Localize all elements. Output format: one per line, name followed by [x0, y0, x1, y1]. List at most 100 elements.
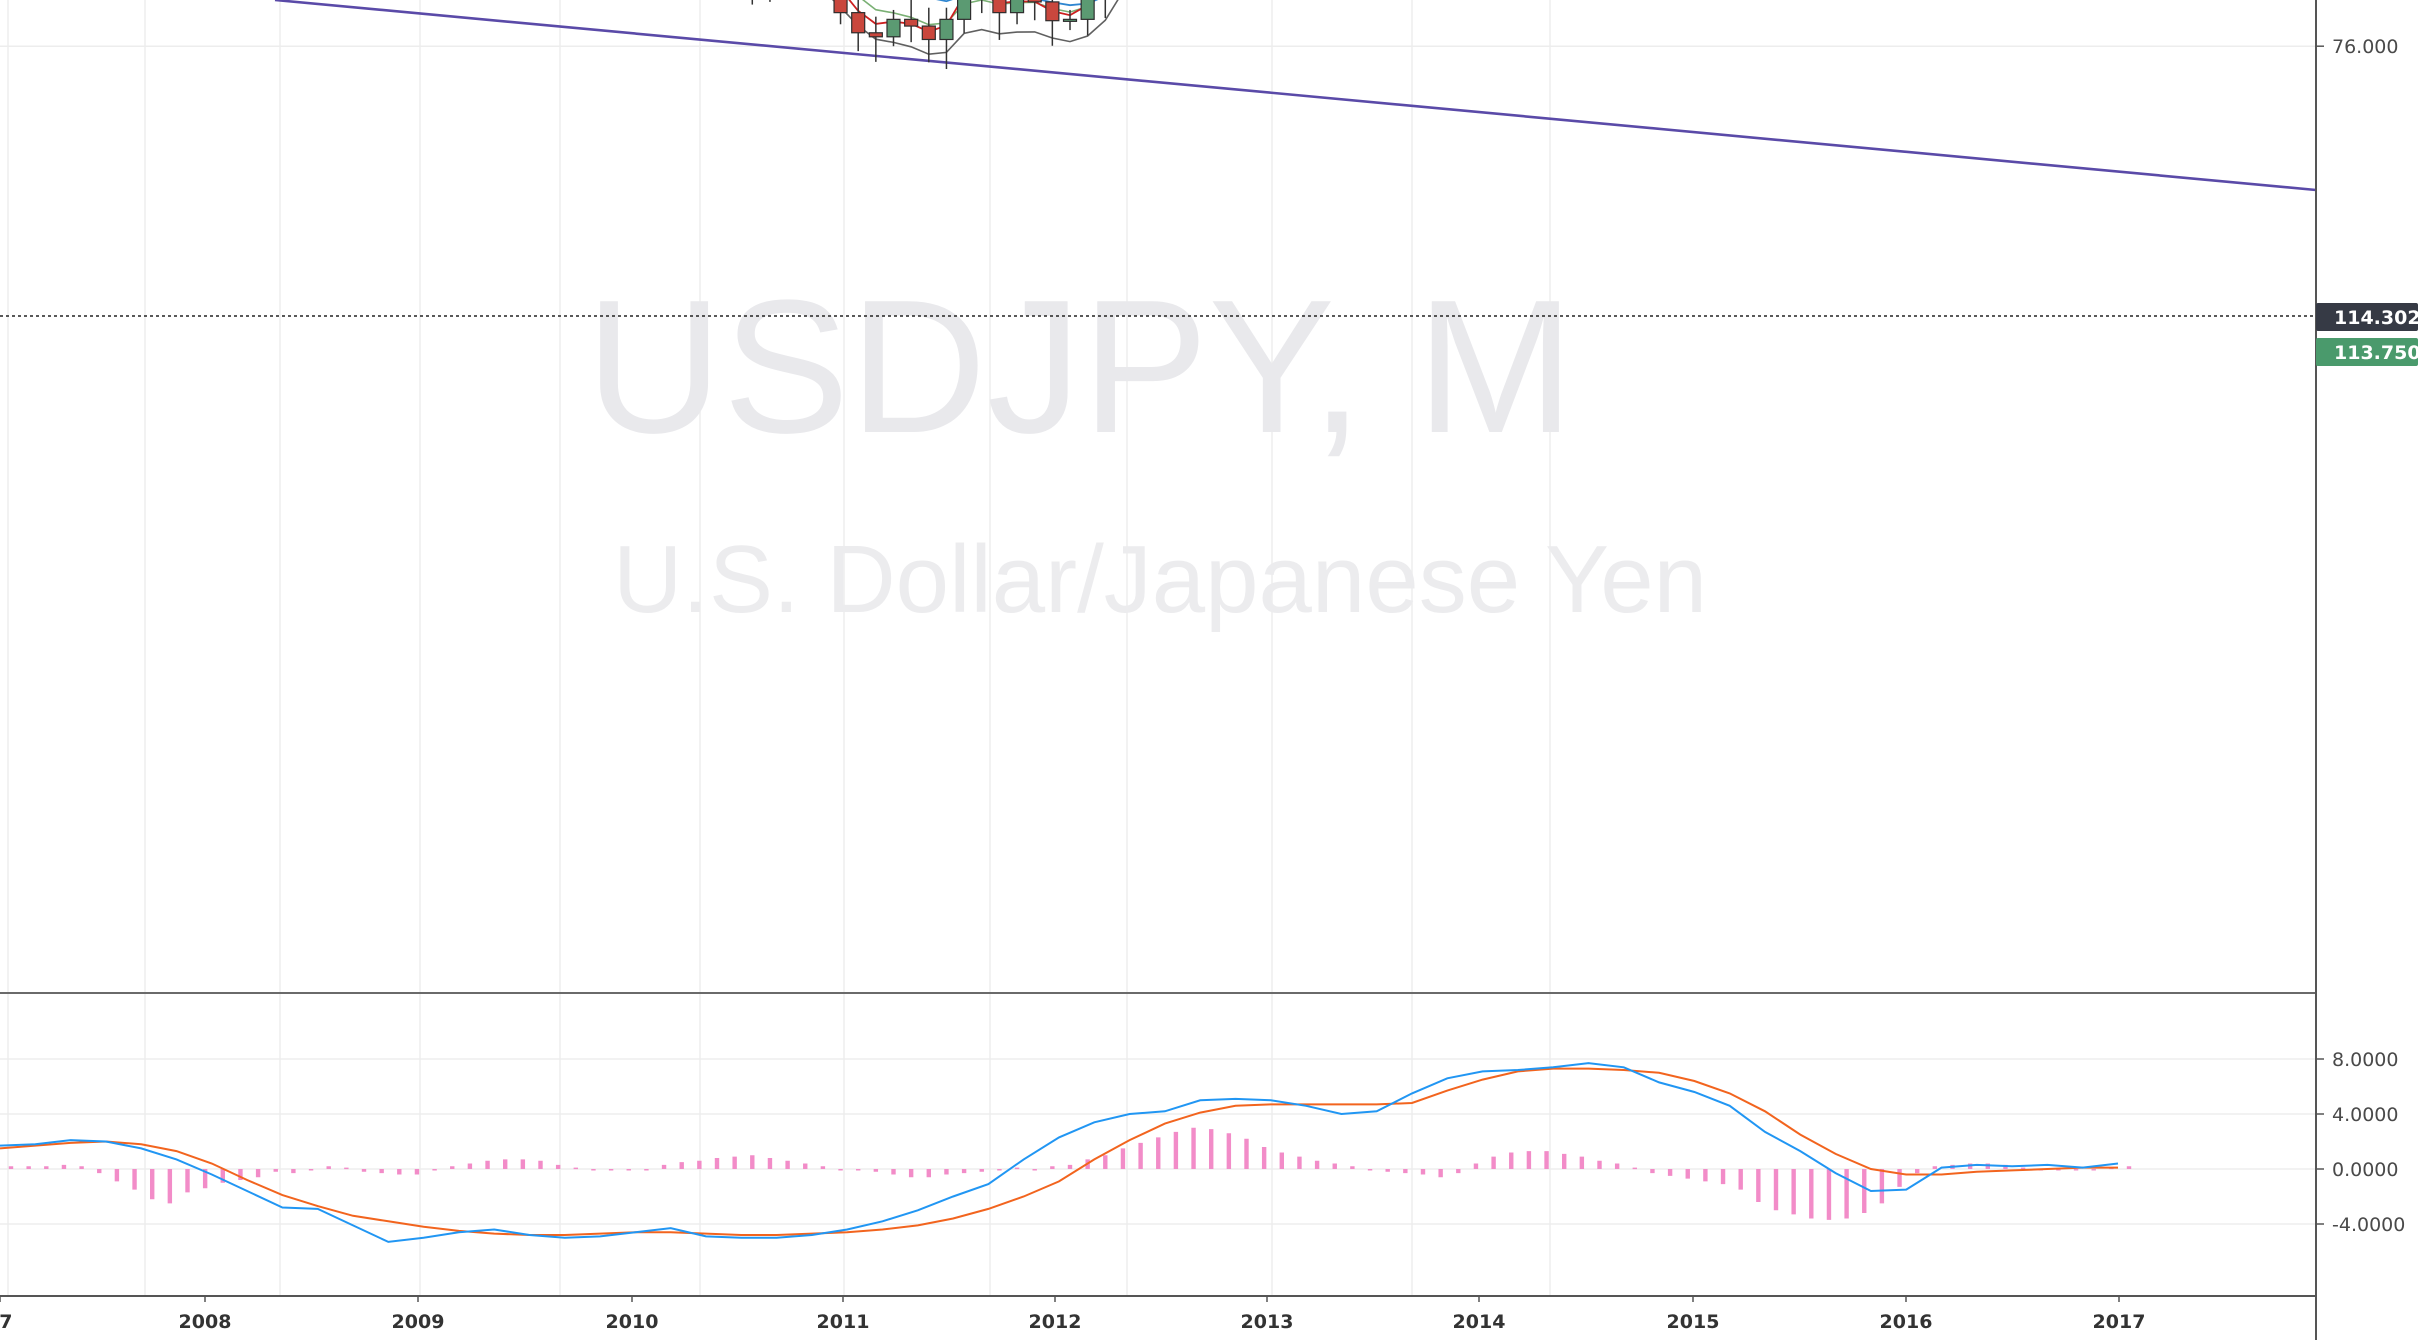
macd-histogram-bar [697, 1160, 702, 1169]
macd-histogram-bar [1826, 1169, 1832, 1220]
macd-histogram-bar [2073, 1169, 2079, 1171]
macd-histogram-bar [485, 1160, 490, 1169]
macd-histogram-bar [555, 1164, 561, 1169]
macd-histogram-bar [1332, 1163, 1337, 1169]
macd-histogram-bar [308, 1169, 314, 1171]
macd-histogram-bar [1120, 1148, 1126, 1169]
macd-axis[interactable]: 8.0000 4.0000 0.0000 -4.0000 [2316, 1049, 2405, 1236]
macd-histogram-bar [1226, 1133, 1232, 1169]
macd-histogram-bar [1314, 1160, 1320, 1169]
macd-histogram-bar [785, 1160, 790, 1169]
candle-up [886, 18, 901, 38]
macd-histogram-bar [1032, 1169, 1037, 1171]
macd-histogram-bar [273, 1169, 278, 1172]
macd-histogram-bar [344, 1167, 349, 1170]
watermark-symbol: USDJPY, M [586, 261, 1575, 473]
macd-histogram-bar [997, 1169, 1002, 1171]
macd-histogram-bar [79, 1166, 84, 1169]
macd-tick-label: 4.0000 [2332, 1104, 2398, 1126]
trendline[interactable] [274, 0, 2317, 192]
macd-histogram-bar [114, 1169, 120, 1182]
macd-histogram-bar [644, 1169, 649, 1171]
macd-histogram-bar [8, 1166, 14, 1169]
time-tick-label: 2013 [1241, 1311, 1294, 1333]
price-tick-label: 76.000 [2332, 36, 2398, 58]
macd-histogram-bar [1067, 1164, 1073, 1169]
macd-histogram-bar [1897, 1169, 1902, 1187]
candle-up [939, 18, 954, 41]
macd-histogram-bar [1738, 1169, 1743, 1190]
macd-histogram-bar [2020, 1167, 2026, 1170]
macd-histogram-bar [1385, 1169, 1390, 1172]
candle-down [1045, 1, 1060, 22]
macd-histogram-bar [1103, 1155, 1108, 1169]
macd-histogram-bar [432, 1169, 437, 1171]
envelope-lower-line [831, 0, 1119, 56]
macd-histogram-bar [379, 1169, 384, 1174]
macd-histogram-bar [1156, 1137, 1161, 1169]
macd-histogram-bar [679, 1162, 684, 1169]
time-tick-label: 2015 [1667, 1311, 1720, 1333]
indicator-lines [274, 0, 2317, 192]
macd-histogram-bar [202, 1169, 208, 1189]
macd-histogram-bar [591, 1169, 596, 1171]
time-tick-label: 2010 [606, 1311, 659, 1333]
macd-histogram-bar [414, 1169, 420, 1175]
price-badge-second: 113.750 [2316, 338, 2418, 366]
time-tick-label: 2016 [1880, 1311, 1933, 1333]
macd-histogram-bar [97, 1169, 102, 1174]
macd-histogram-bar [361, 1169, 367, 1172]
macd-histogram-bar [714, 1158, 720, 1169]
macd-histogram-bar [1650, 1169, 1655, 1174]
time-tick-label: 2008 [179, 1311, 232, 1333]
macd-histogram-bar [255, 1169, 261, 1178]
price-badge-second-text: 113.750 [2334, 342, 2418, 364]
time-tick-label: 07 [0, 1311, 12, 1333]
candle-up [1080, 0, 1095, 20]
candle-down [921, 25, 936, 41]
price-axis[interactable]: 132.000128.000124.000120.000116.000108.0… [2316, 0, 2411, 58]
watermark: USDJPY, M U.S. Dollar/Japanese Yen [586, 261, 1708, 633]
macd-histogram-bar [1473, 1163, 1479, 1169]
candle-down [1027, 0, 1042, 3]
macd-histogram-bar [220, 1169, 225, 1183]
macd-histogram-bar [1703, 1169, 1708, 1182]
macd-histogram-bar [1420, 1169, 1426, 1175]
macd-histogram-bar [891, 1169, 896, 1175]
macd-histogram-bar [856, 1169, 861, 1171]
macd-histogram-bar [944, 1169, 949, 1175]
macd-histogram-bar [1456, 1169, 1461, 1174]
macd-histogram-bar [291, 1169, 296, 1174]
macd-histogram-bar [908, 1169, 914, 1178]
ma-blue-line [936, 0, 1099, 7]
macd-histogram-bar [1261, 1147, 1267, 1169]
macd-histogram-bar [2056, 1169, 2061, 1171]
macd-histogram-bar [820, 1166, 826, 1169]
price-tick-label: 80.000 [2332, 0, 2398, 5]
macd-histogram-bar [626, 1169, 631, 1171]
macd-histogram-bar [608, 1169, 614, 1171]
time-axis[interactable]: 07 2008 2009 2010 2011 2012 2013 2014 2015 2016 20… [0, 1296, 2145, 1333]
ema-green-line [861, 0, 1097, 26]
macd-histogram-bar [185, 1169, 190, 1193]
candle-down [868, 32, 883, 38]
macd-histogram-bar [2091, 1169, 2096, 1171]
macd-line [0, 1062, 2119, 1243]
macd-histogram-bar [1403, 1169, 1408, 1174]
macd-tick-label: -4.0000 [2332, 1214, 2405, 1236]
macd-histogram-bar [1562, 1153, 1567, 1169]
macd-histogram-bar [1279, 1152, 1284, 1169]
macd-histogram-bar [150, 1169, 155, 1200]
macd-histogram-bar [503, 1159, 508, 1169]
macd-pane [0, 1062, 2132, 1243]
macd-histogram-bar [1862, 1169, 1867, 1213]
candle-up [1062, 18, 1078, 22]
macd-histogram-bar [1720, 1169, 1726, 1185]
watermark-description: U.S. Dollar/Japanese Yen [613, 526, 1707, 633]
macd-histogram-bar [1526, 1151, 1532, 1169]
macd-histogram-bar [1297, 1156, 1302, 1169]
macd-histogram-bar [1367, 1169, 1373, 1171]
macd-histogram-bar [26, 1166, 31, 1169]
